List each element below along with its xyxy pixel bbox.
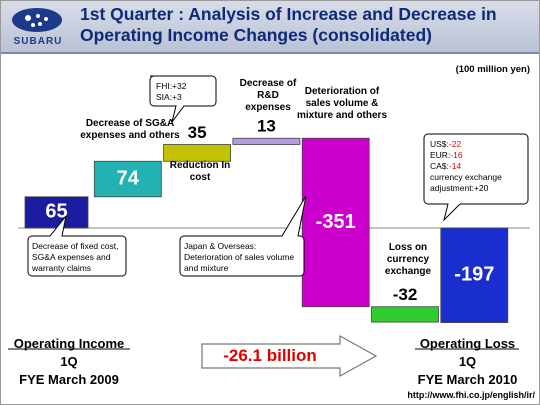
value-label: 74	[117, 167, 140, 189]
callout: Japan & Overseas: Deterioration of sales…	[184, 241, 295, 273]
bar	[163, 144, 232, 162]
start-period: 1Q	[60, 354, 78, 369]
category-label: Loss on currency exchange	[384, 242, 432, 277]
value-label: -32	[393, 285, 418, 304]
callout-line: SIA:+3	[156, 92, 182, 102]
category-label: Decrease of SG&A expenses and others	[80, 118, 180, 141]
url: http://www.fhi.co.jp/english/ir/	[407, 390, 535, 400]
start-year: FYE March 2009	[19, 372, 119, 387]
callout-value: -22	[448, 139, 462, 149]
category-label: Deterioration of sales volume & mixture …	[296, 86, 388, 121]
value-label: 65	[45, 201, 67, 223]
callout: US$:-22 EUR:-16 CA$:-14 currency exchange a…	[430, 139, 526, 194]
callout-label: US$:	[430, 139, 449, 149]
category-label: Reduction In cost	[169, 160, 231, 183]
bar	[301, 137, 370, 308]
bar	[232, 137, 301, 145]
logo: SUBARU	[13, 36, 63, 47]
value-label: -351	[316, 211, 356, 233]
value-label: 35	[188, 123, 207, 142]
callout-line: US$:-22	[430, 139, 526, 150]
callout-line: CA$:-14	[430, 161, 526, 172]
callout-line: EUR:-16	[430, 150, 526, 161]
end-label: Operating Loss 1Q FYE March 2010	[405, 335, 530, 389]
bar	[440, 227, 509, 323]
callouts	[27, 75, 529, 277]
callout-label: CA$:	[430, 161, 449, 171]
callout: FHI:+32 SIA:+3	[156, 81, 186, 103]
change-arrow	[201, 334, 378, 378]
change: -26.1 billion	[223, 346, 317, 365]
unit: (100 million yen)	[455, 64, 530, 75]
start-title: Operating Income	[13, 336, 125, 351]
title: 1st Quarter : Analysis of Increase and D…	[80, 4, 497, 45]
header	[0, 0, 540, 54]
callout-value: -16	[450, 150, 463, 160]
bar	[371, 306, 439, 323]
callout-line: FHI:+32	[156, 81, 187, 91]
callout-label: currency exchange adjustment:+20	[430, 172, 502, 193]
logo-mark	[12, 8, 62, 32]
value-label: -197	[454, 264, 494, 286]
callout-line: currency exchange adjustment:+20	[430, 172, 526, 194]
bar	[24, 196, 89, 229]
value-label: 13	[257, 117, 276, 136]
category-label: Decrease of R&D expenses	[239, 78, 297, 113]
callout: Decrease of fixed cost, SG&A expenses an…	[32, 241, 119, 273]
end-period: 1Q	[458, 354, 477, 369]
start-label: Operating Income 1Q FYE March 2009	[4, 335, 134, 389]
callout-label: EUR:	[430, 150, 451, 160]
end-year: FYE March 2010	[417, 372, 518, 387]
end-title: Operating Loss	[419, 336, 516, 351]
callout-value: -14	[448, 161, 462, 171]
bar	[93, 160, 162, 198]
